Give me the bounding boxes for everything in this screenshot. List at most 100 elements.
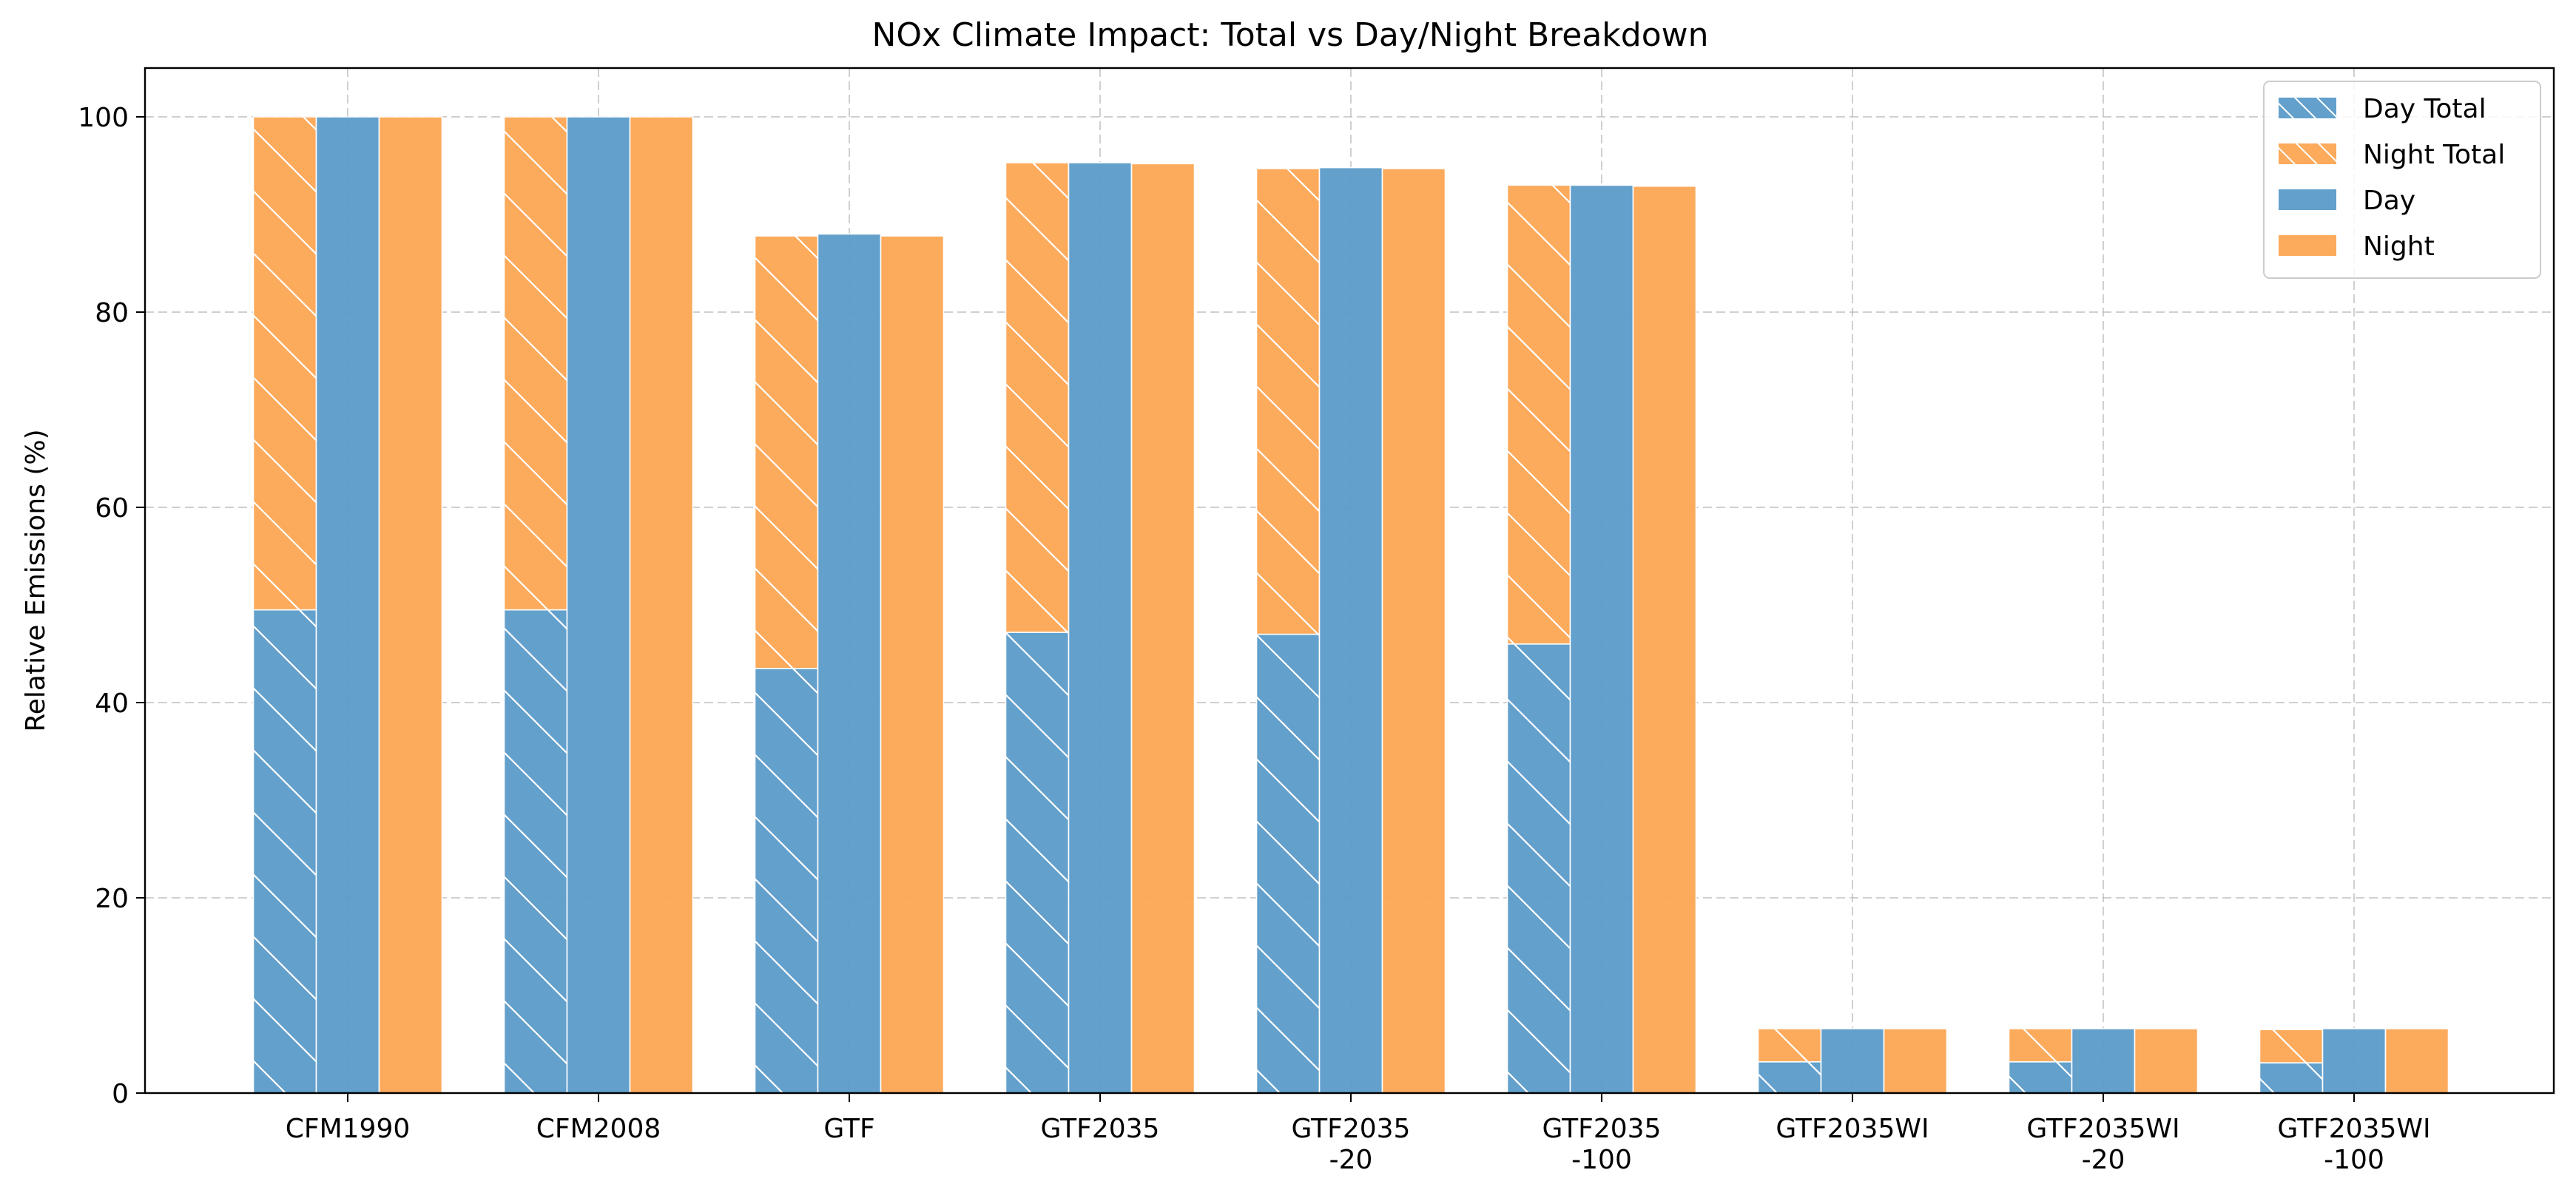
bar-day <box>1318 166 1383 1094</box>
bar-day <box>817 233 882 1094</box>
bar-night <box>880 235 945 1094</box>
bar-day <box>1068 162 1133 1094</box>
x-tick-label: -100 <box>1571 1145 1632 1175</box>
bar-day-total-hatch <box>1758 1061 1821 1093</box>
legend-swatch <box>2279 235 2336 256</box>
bar-day-fill <box>567 117 630 1093</box>
bar-night-total <box>754 235 819 669</box>
bar-night-total <box>1255 168 1321 635</box>
x-tick-label: -20 <box>1329 1145 1373 1175</box>
x-tick-label: CFM1990 <box>286 1114 411 1144</box>
legend-item: Day Total <box>2279 94 2486 124</box>
bar-night-total-hatch <box>504 117 567 610</box>
bar-day-fill <box>1570 185 1633 1093</box>
bar-night-fill <box>1884 1028 1947 1093</box>
x-tick-label: -100 <box>2324 1145 2384 1175</box>
x-axis: CFM1990 CFM2008 GTF GTF2035 GTF2035-20GTF203… <box>286 1093 2431 1175</box>
bar-day-fill <box>1068 163 1132 1093</box>
bar-day-total-hatch <box>1256 634 1320 1093</box>
legend-swatch-hatch <box>2279 143 2336 164</box>
bar-night-fill <box>2385 1028 2449 1093</box>
bar-night-fill <box>2134 1028 2198 1093</box>
bar-day-total-hatch <box>2009 1061 2072 1093</box>
chart-title: NOx Climate Impact: Total vs Day/Night B… <box>871 16 1708 54</box>
y-tick-label: 60 <box>95 493 129 524</box>
y-tick-label: 0 <box>112 1079 129 1109</box>
bar-night-total <box>1005 162 1070 633</box>
bar-night <box>1883 1028 1948 1094</box>
bar-day <box>566 116 631 1094</box>
bar-night-fill <box>880 236 944 1093</box>
bar-day-fill <box>2071 1028 2135 1093</box>
bar-night-fill <box>1131 163 1195 1094</box>
bar-night-total <box>2259 1029 2324 1063</box>
x-tick-label: GTF2035 <box>1292 1114 1411 1144</box>
bar-night-total-hatch <box>1758 1028 1821 1062</box>
bar-day-total-hatch <box>1005 632 1069 1093</box>
bar-day-total <box>2259 1062 2324 1094</box>
bar-night <box>2134 1028 2199 1094</box>
bar-day-total <box>1005 632 1070 1094</box>
y-axis-label: Relative Emissions (%) <box>21 429 51 731</box>
bar-night-fill <box>1382 168 1446 1094</box>
y-tick-label: 80 <box>95 298 129 328</box>
legend-label: Night Total <box>2363 140 2505 170</box>
y-tick-label: 20 <box>95 884 129 914</box>
x-tick-label: CFM2008 <box>536 1114 661 1144</box>
bar-night-total-hatch <box>755 236 818 669</box>
bar-night-total <box>1757 1028 1822 1063</box>
y-axis: 0 20 40 60 80 100 <box>78 103 145 1109</box>
bar-night-fill <box>379 117 442 1093</box>
bar-day-fill <box>1821 1028 1884 1093</box>
x-tick-label: GTF2035WI <box>2026 1114 2179 1144</box>
bar-day <box>315 116 380 1094</box>
bars <box>252 116 2449 1094</box>
legend-swatch <box>2279 189 2336 210</box>
bar-day-fill <box>316 117 380 1093</box>
bar-night-total <box>1506 184 1571 645</box>
bar-day-fill <box>2322 1028 2386 1093</box>
bar-day-total-hatch <box>755 668 818 1093</box>
bar-night-fill <box>630 117 693 1093</box>
bar-night <box>1130 163 1196 1094</box>
y-tick-label: 40 <box>95 689 129 719</box>
bar-day <box>1820 1028 1885 1094</box>
bar-day-total <box>252 609 317 1094</box>
bar-night <box>1632 185 1697 1094</box>
bar-night-total-hatch <box>2009 1028 2072 1062</box>
legend-label: Day Total <box>2363 94 2486 124</box>
legend-label: Day <box>2363 186 2415 216</box>
bar-day <box>1569 184 1634 1094</box>
bar-day-total <box>2008 1061 2073 1094</box>
legend-item: Night Total <box>2279 140 2505 170</box>
x-tick-label: GTF2035WI <box>1776 1114 1929 1144</box>
bar-night-fill <box>1633 186 1696 1094</box>
bar-night-total <box>503 116 568 611</box>
bar-day-fill <box>817 234 881 1093</box>
bar-day-total-hatch <box>2259 1063 2323 1093</box>
bar-night-total-hatch <box>1507 185 1571 644</box>
bar-day-total-hatch <box>253 609 317 1093</box>
bar-night-total-hatch <box>1256 168 1320 635</box>
bar-day-total <box>1757 1061 1822 1094</box>
legend: Day Total Night Total Day Night <box>2263 81 2541 279</box>
bar-day <box>2071 1028 2136 1094</box>
legend-item: Day <box>2279 186 2415 216</box>
bar-night <box>2384 1028 2449 1094</box>
bar-day-total <box>1255 633 1321 1094</box>
bar-day-total <box>754 667 819 1094</box>
legend-frame <box>2263 81 2541 279</box>
bar-day-total <box>1506 643 1571 1094</box>
bar-day-total-hatch <box>504 609 567 1093</box>
bar-night-total <box>252 116 317 611</box>
bar-day-total <box>503 609 568 1094</box>
bar-night <box>378 116 443 1094</box>
legend-label: Night <box>2363 231 2435 262</box>
bar-night <box>1381 168 1446 1094</box>
bar-night-total-hatch <box>1005 163 1069 632</box>
bar-day <box>2322 1028 2387 1094</box>
y-tick-label: 100 <box>78 103 129 133</box>
bar-night <box>629 116 694 1094</box>
bar-day-total-hatch <box>1507 643 1571 1093</box>
